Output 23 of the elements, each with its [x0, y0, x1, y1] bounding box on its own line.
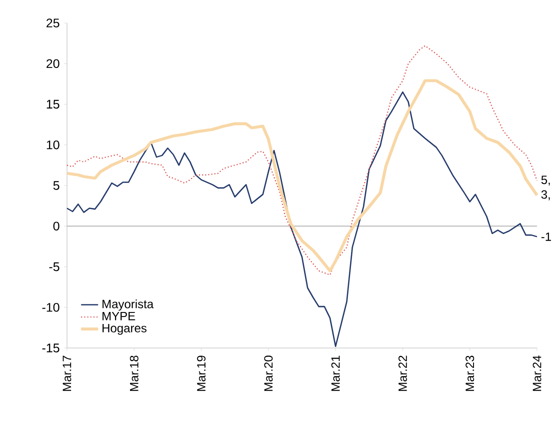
x-tick-label: Mar.22 — [398, 356, 407, 391]
y-tick-label: -5 — [49, 262, 60, 272]
legend-label: MYPE — [102, 312, 136, 320]
x-tick-label: Mar.21 — [331, 356, 340, 391]
annotation: -1 — [541, 232, 551, 241]
y-tick-label: 0 — [53, 222, 60, 231]
legend-label: Mayorista — [102, 299, 154, 311]
annotation: 5, — [541, 176, 550, 186]
y-tick-label: 20 — [46, 59, 60, 68]
y-tick-label: 15 — [46, 100, 60, 109]
x-tick-label: Mar.20 — [264, 356, 273, 391]
y-tick-label: 5 — [53, 181, 60, 190]
x-tick-label: Mar.19 — [197, 356, 206, 391]
y-tick-label: -15 — [42, 344, 60, 352]
legend-label: Hogares — [102, 324, 146, 335]
y-tick-label: 25 — [46, 18, 60, 28]
x-tick-label: Mar.17 — [62, 356, 72, 391]
y-tick-label: -10 — [42, 302, 60, 312]
annotation: 3, — [541, 190, 550, 200]
x-tick-label: Mar.24 — [532, 356, 542, 391]
x-tick-label: Mar.23 — [466, 356, 474, 391]
x-tick-label: Mar.18 — [130, 356, 138, 391]
y-tick-label: 10 — [46, 140, 60, 150]
